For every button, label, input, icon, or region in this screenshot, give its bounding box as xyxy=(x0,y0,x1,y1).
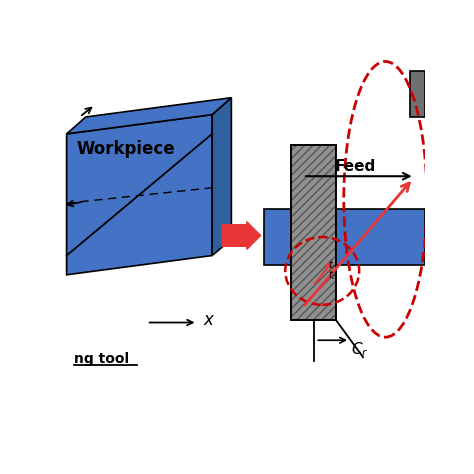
Bar xyxy=(264,210,425,265)
Bar xyxy=(292,146,336,320)
Bar xyxy=(292,146,336,320)
Text: $C_r$: $C_r$ xyxy=(352,340,369,359)
FancyArrow shape xyxy=(222,222,261,249)
Text: $t_c$: $t_c$ xyxy=(328,268,338,282)
Text: ng tool: ng tool xyxy=(74,352,129,366)
Bar xyxy=(410,71,425,117)
Text: Feed: Feed xyxy=(335,159,376,174)
Polygon shape xyxy=(66,115,212,275)
Text: $x$: $x$ xyxy=(203,311,215,329)
Bar xyxy=(292,146,336,320)
Polygon shape xyxy=(66,98,231,134)
Text: $t_r$: $t_r$ xyxy=(328,258,337,272)
Text: Workpiece: Workpiece xyxy=(77,140,175,158)
Polygon shape xyxy=(212,98,231,255)
